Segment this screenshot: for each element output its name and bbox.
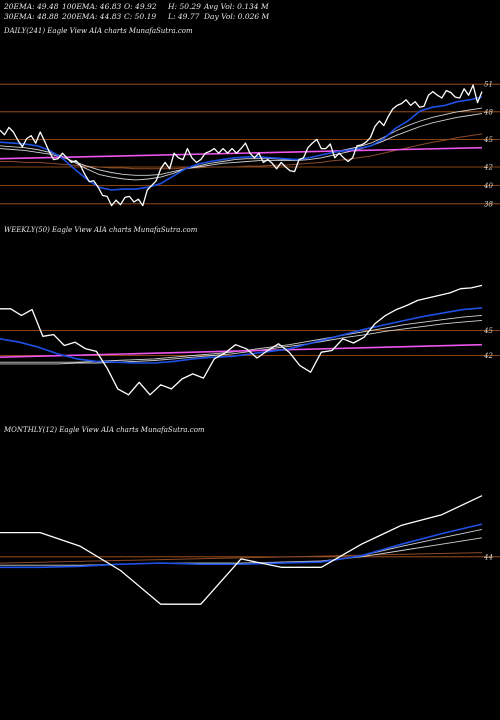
monthly-series-ema-long: [0, 552, 483, 564]
daily-tick-label-5: 38: [484, 200, 493, 208]
daily-tick-label-2: 45: [483, 136, 493, 144]
monthly-tick-label-0: 44: [483, 553, 493, 561]
weekly-tick-label-0: 45: [483, 327, 493, 335]
monthly-series-ema-mid_2: [0, 537, 483, 566]
daily-tick-label-0: 51: [484, 81, 493, 89]
daily-tick-label-1: 48: [483, 108, 493, 116]
indicator-stats: 20EMA: 49.48 100EMA: 46.83 O: 49.92 H: 5…: [4, 2, 269, 22]
daily-tick-label-3: 42: [483, 164, 493, 172]
weekly-series-trend: [0, 343, 483, 358]
daily-series-trend: [0, 146, 483, 160]
daily-tick-label-4: 40: [483, 182, 493, 190]
monthly-series-ema-short: [0, 523, 483, 569]
weekly-series-ema-short: [0, 307, 483, 364]
stat-open: O: 49.92: [124, 2, 157, 11]
stat-20ema: 20EMA: 49.48: [4, 2, 59, 11]
stat-close: C: 50.19: [124, 12, 157, 21]
daily-chart-caption: DAILY(241) Eagle View AIA charts MunafaS…: [4, 27, 193, 35]
stat-day-vol: Day Vol: 0.026 M: [204, 12, 270, 21]
monthly-series-price: [0, 495, 483, 605]
daily-series-price: [0, 84, 483, 207]
monthly-chart-caption: MONTHLY(12) Eagle View AIA charts Munafa…: [4, 426, 205, 434]
daily-series-ema-mid_2: [0, 113, 483, 176]
weekly-series-price: [0, 284, 483, 396]
stats-row-2: 30EMA: 48.88 200EMA: 44.83 C: 50.19 L: 4…: [4, 12, 269, 22]
daily-series-ema-short: [0, 96, 483, 191]
stat-avg-vol: Avg Vol: 0.134 M: [204, 2, 269, 11]
weekly-chart-caption: WEEKLY(50) Eagle View AIA charts MunafaS…: [4, 226, 198, 234]
weekly-series-ema-mid_2: [0, 319, 483, 365]
stat-high: H: 50.29: [168, 2, 201, 11]
stat-200ema: 200EMA: 44.83: [62, 12, 122, 21]
weekly-tick-label-1: 42: [483, 352, 493, 360]
stats-row-1: 20EMA: 49.48 100EMA: 46.83 O: 49.92 H: 5…: [4, 2, 269, 12]
stat-100ema: 100EMA: 46.83: [62, 2, 122, 11]
stat-low: L: 49.77: [168, 12, 200, 21]
stat-30ema: 30EMA: 48.88: [4, 12, 59, 21]
